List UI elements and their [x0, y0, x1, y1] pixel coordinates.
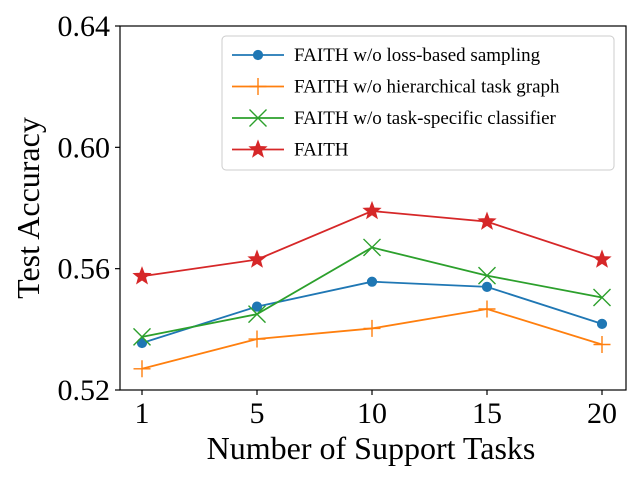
- y-tick-label: 0.64: [58, 10, 111, 43]
- series-2: [133, 238, 611, 346]
- data-point: [478, 300, 496, 318]
- data-point: [248, 305, 266, 324]
- legend-marker: [248, 139, 268, 158]
- data-point: [481, 281, 493, 292]
- data-point: [593, 336, 611, 353]
- legend-marker: [249, 78, 267, 95]
- legend-box: [221, 35, 615, 171]
- legend: FAITH w/o loss-based sampling FAITH w/o h…: [221, 35, 615, 171]
- x-axis-title: Number of Support Tasks: [207, 430, 536, 466]
- legend-marker: [249, 109, 267, 127]
- data-point: [248, 330, 266, 348]
- data-point: [593, 288, 611, 307]
- y-tick-label: 0.56: [58, 253, 111, 286]
- data-point: [136, 337, 148, 349]
- x-tick-label: 5: [250, 397, 265, 430]
- data-point: [247, 249, 267, 268]
- x-tick-label: 20: [587, 397, 617, 430]
- data-point: [363, 319, 381, 337]
- series-1: [133, 300, 611, 378]
- y-tick-label: 0.60: [58, 131, 111, 164]
- series-line: [141, 210, 603, 278]
- plot-frame: [119, 25, 627, 391]
- x-tick-label: 10: [357, 397, 387, 430]
- legend-entry: FAITH w/o loss-based sampling: [294, 45, 541, 66]
- series-3: [132, 200, 612, 285]
- legend-entry: FAITH w/o hierarchical task graph: [294, 77, 560, 98]
- data-point: [478, 266, 496, 285]
- data-point: [592, 249, 612, 268]
- data-point: [362, 200, 382, 220]
- data-point: [132, 266, 152, 285]
- x-tick-label: 1: [135, 397, 150, 430]
- data-point: [477, 211, 497, 230]
- series-line: [141, 308, 603, 370]
- x-tick-label: 15: [472, 397, 502, 430]
- y-tick-label: 0.52: [58, 374, 111, 407]
- legend-entry: FAITH w/o task-specific classifier: [294, 108, 557, 129]
- data-point: [366, 276, 378, 287]
- series-0: [136, 276, 608, 349]
- data-point: [133, 327, 151, 346]
- data-point: [133, 360, 151, 378]
- legend-entry: FAITH: [294, 140, 349, 161]
- data-point: [251, 301, 263, 312]
- y-axis-title: Test Accuracy: [10, 117, 46, 299]
- data-point: [363, 238, 381, 257]
- legend-marker: [252, 49, 264, 61]
- data-point: [596, 318, 608, 329]
